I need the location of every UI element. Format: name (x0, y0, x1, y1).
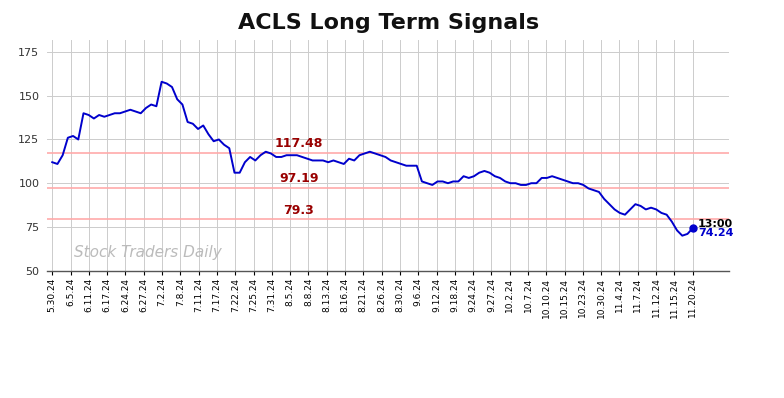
Text: Stock Traders Daily: Stock Traders Daily (74, 245, 222, 259)
Text: 117.48: 117.48 (274, 137, 323, 150)
Text: 13:00: 13:00 (698, 219, 733, 229)
Title: ACLS Long Term Signals: ACLS Long Term Signals (238, 13, 539, 33)
Text: 79.3: 79.3 (284, 204, 314, 217)
Text: 74.24: 74.24 (698, 228, 733, 238)
Text: 97.19: 97.19 (279, 172, 318, 185)
